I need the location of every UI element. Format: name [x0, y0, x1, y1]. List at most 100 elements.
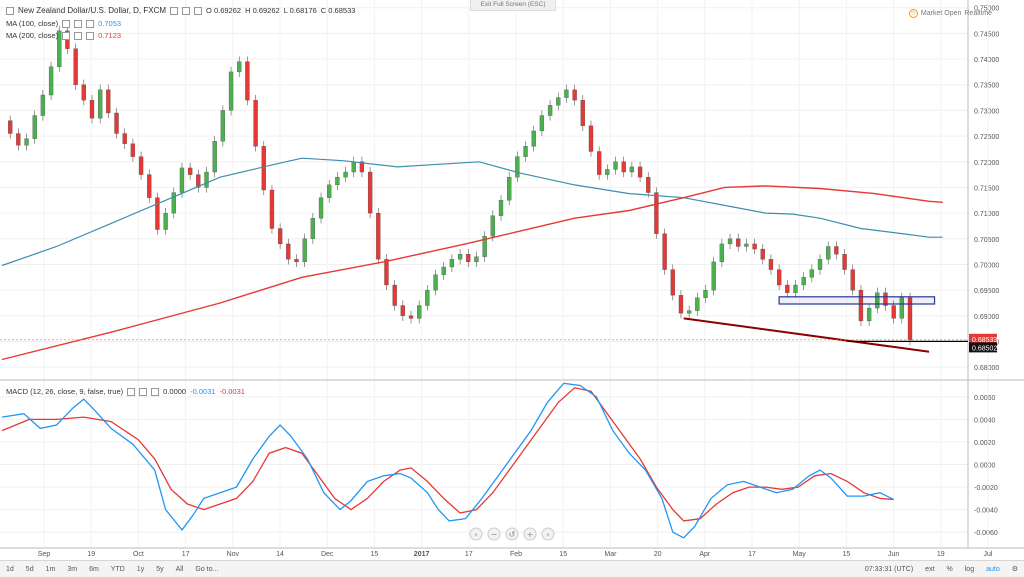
ohlc-high: H 0.69262: [245, 6, 280, 15]
candle-body: [834, 246, 839, 255]
candle-body: [294, 259, 299, 263]
ma100-eye-icon[interactable]: [62, 19, 71, 28]
candle-body: [637, 166, 643, 178]
level-marker-label: 0.68502: [972, 345, 997, 352]
time-tick-label: Dec: [321, 551, 334, 558]
macd-line-value: -0.0031: [190, 387, 216, 396]
candle-body: [850, 269, 855, 291]
data-mode-label: Realtime: [964, 10, 992, 17]
ma100-value: 0.7053: [98, 19, 122, 28]
candle-body: [621, 161, 626, 173]
candle-body: [826, 246, 831, 260]
candle-body: [760, 248, 765, 260]
macd-tick-label: 0.0060: [974, 395, 996, 402]
range-5d-button[interactable]: 5d: [25, 565, 34, 573]
scroll-control-button[interactable]: [523, 527, 537, 541]
gear-icon[interactable]: ⚙: [1011, 566, 1018, 573]
exit-fullscreen-button[interactable]: Exit Full Screen (ESC): [470, 0, 556, 11]
candle-body: [269, 189, 275, 229]
time-tick-label: 14: [276, 551, 284, 558]
candle-body: [736, 238, 741, 247]
time-tick-label: 20: [654, 551, 662, 558]
candle-body: [318, 197, 324, 219]
candle-body: [425, 289, 430, 306]
resistance-box: [778, 296, 936, 305]
candle-body: [482, 236, 487, 257]
candle-body: [899, 297, 904, 319]
settings-icon[interactable]: [182, 6, 191, 15]
range-1m-button[interactable]: 1m: [45, 565, 56, 573]
candle-body: [220, 110, 226, 142]
candle-body: [858, 289, 864, 322]
log-toggle[interactable]: log: [964, 565, 975, 573]
scroll-control-button[interactable]: [505, 527, 519, 541]
clock-readout: 07:33:31 (UTC): [864, 565, 914, 573]
candle-body: [466, 254, 471, 263]
candle-body: [40, 94, 46, 116]
candle-body: [196, 174, 201, 188]
price-tick-label: 0.70500: [974, 237, 999, 244]
price-tick-label: 0.74500: [974, 31, 999, 38]
ma100-close-icon[interactable]: [86, 19, 95, 28]
macd-tick-label: 0.0000: [974, 463, 996, 470]
candle-body: [768, 259, 774, 270]
scroll-control-button[interactable]: [487, 527, 501, 541]
scroll-control-icon: ‹: [474, 530, 477, 539]
ma200-close-icon[interactable]: [86, 31, 95, 40]
candle-body: [204, 171, 209, 188]
ma200-legend: MA (200, close) 0.7123: [6, 31, 121, 40]
scroll-control-button[interactable]: [541, 527, 555, 541]
candle-body: [351, 161, 356, 173]
ma200-line: [1, 185, 943, 361]
time-tick-label: Nov: [227, 551, 240, 558]
price-tick-label: 0.69500: [974, 288, 999, 295]
candle-body: [98, 89, 103, 119]
scroll-control-button[interactable]: [469, 527, 483, 541]
candle-body: [343, 171, 348, 178]
symbol-toggle-icon[interactable]: [6, 6, 14, 15]
range-1d-button[interactable]: 1d: [6, 565, 14, 573]
price-tick-label: 0.72000: [974, 160, 999, 167]
eye-icon[interactable]: [170, 6, 179, 15]
range-6m-button[interactable]: 6m: [89, 565, 99, 573]
macd-eye-icon[interactable]: [127, 387, 136, 396]
ohlc-low: L 0.68176: [283, 6, 317, 15]
candle-body: [24, 138, 29, 146]
ma200-settings-icon[interactable]: [74, 31, 83, 40]
price-legend: New Zealand Dollar/U.S. Dollar, D, FXCM …: [6, 6, 355, 15]
candle-body: [629, 166, 635, 173]
candle-body: [523, 146, 528, 157]
candle-body: [474, 256, 479, 263]
close-icon[interactable]: [194, 6, 203, 15]
ext-toggle[interactable]: ext: [925, 565, 935, 573]
chart-canvas[interactable]: 0.75000 0.74500 0.74000 0.73500 0.73000 0.725…: [0, 0, 1024, 560]
market-status-label: Market Open: [920, 10, 962, 17]
range-all-button[interactable]: All: [175, 565, 184, 573]
price-tick-label: 0.68000: [974, 365, 999, 372]
candle-body: [261, 146, 266, 191]
range-ytd-button[interactable]: YTD: [110, 565, 125, 573]
auto-toggle[interactable]: auto: [986, 565, 1000, 573]
ma100-settings-icon[interactable]: [74, 19, 83, 28]
percent-toggle[interactable]: %: [946, 565, 953, 573]
price-tick-label: 0.69000: [974, 314, 999, 321]
goto-date-button[interactable]: Go to...: [195, 565, 219, 573]
macd-close-icon[interactable]: [151, 387, 160, 396]
range-5y-button[interactable]: 5y: [156, 565, 164, 573]
scroll-control-icon: +: [527, 530, 534, 539]
range-3m-button[interactable]: 3m: [67, 565, 78, 573]
macd-settings-icon[interactable]: [139, 387, 148, 396]
candle-body: [785, 284, 790, 293]
time-tick-label: Sep: [38, 551, 51, 558]
candle-body: [130, 143, 136, 157]
time-tick-label: Feb: [510, 551, 522, 558]
ma200-eye-icon[interactable]: [62, 31, 71, 40]
scroll-control-icon: ↺: [509, 530, 516, 539]
candle-body: [302, 238, 307, 263]
candle-body: [507, 177, 512, 201]
price-tick-label: 0.74000: [974, 57, 999, 64]
candle-body: [392, 284, 397, 306]
range-1y-button[interactable]: 1y: [136, 565, 145, 573]
macd-tick-label: 0.0040: [974, 417, 996, 424]
time-tick-label: 19: [937, 551, 945, 558]
